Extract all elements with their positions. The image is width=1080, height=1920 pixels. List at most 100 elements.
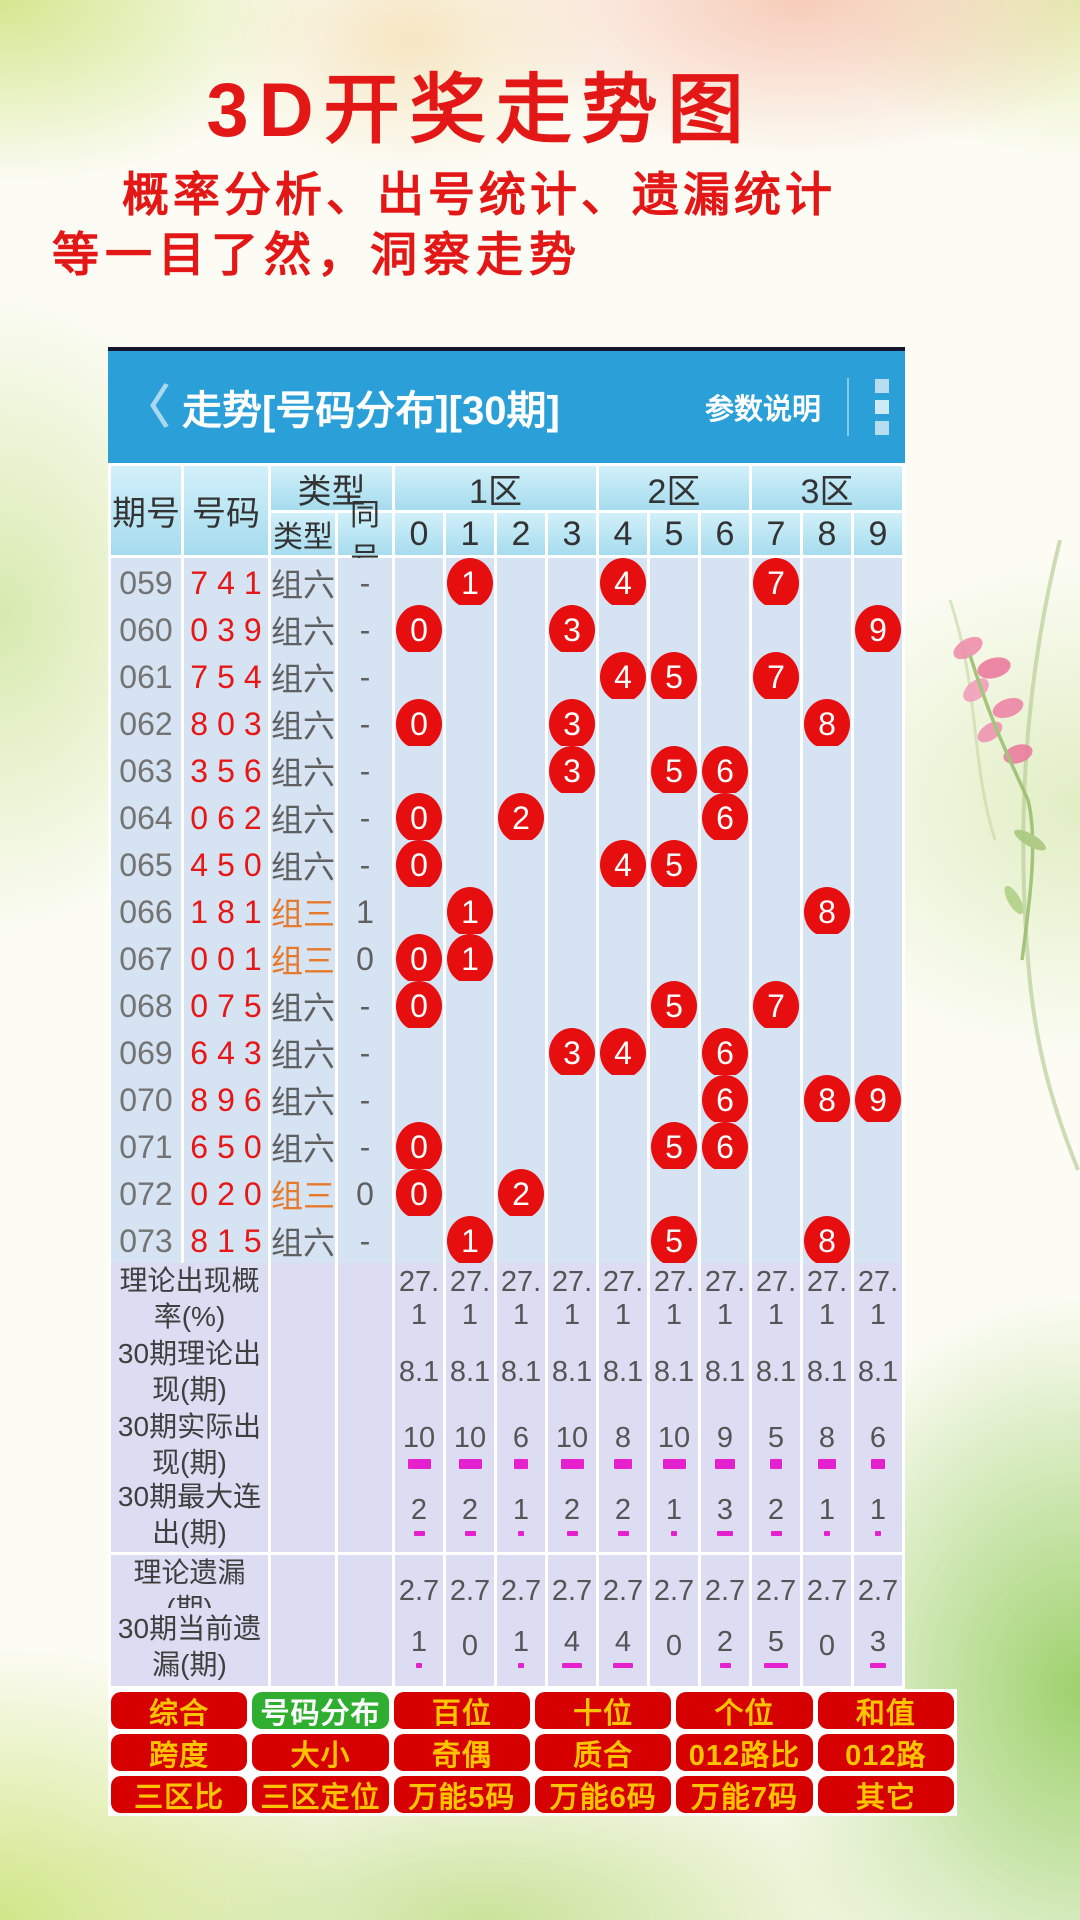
nav-button-质合[interactable]: 质合 — [534, 1734, 672, 1772]
number-cell: 356 — [184, 746, 268, 796]
column-header-digit-3: 3 — [548, 513, 596, 555]
stat-value: 9 — [716, 1422, 734, 1455]
trend-card: 〈 走势[号码分布][30期] 参数说明 期号号码类型1区2区3区类型同号012… — [108, 347, 905, 1689]
nav-button-三区比[interactable]: 三区比 — [111, 1776, 248, 1814]
digit-cell: 9 — [854, 1075, 902, 1125]
digit-cell — [701, 699, 749, 749]
stat-value: 8.1 — [602, 1355, 644, 1388]
digit-cell — [599, 1216, 647, 1266]
digit-cell: 4 — [599, 1028, 647, 1078]
nav-button-三区定位[interactable]: 三区定位 — [252, 1776, 389, 1814]
number-ball: 1 — [447, 1216, 493, 1266]
number-ball: 6 — [702, 1028, 748, 1078]
table-row: 073 815 组六 - 1 5 8 — [111, 1216, 902, 1266]
number-ball: 0 — [396, 934, 442, 984]
stat-bar — [871, 1458, 885, 1469]
nav-button-012路[interactable]: 012路 — [817, 1734, 954, 1772]
number-ball: 0 — [396, 793, 442, 843]
nav-button-万能6码[interactable]: 万能6码 — [534, 1776, 672, 1814]
period-cell: 067 — [111, 934, 181, 984]
nav-button-万能5码[interactable]: 万能5码 — [393, 1776, 530, 1814]
same-cell: - — [338, 746, 392, 796]
stat-label: 30期实际出现(期) — [111, 1409, 268, 1482]
nav-button-奇偶[interactable]: 奇偶 — [393, 1734, 530, 1772]
number-ball: 8 — [804, 1075, 850, 1125]
trend-table: 期号号码类型1区2区3区类型同号0123456789059741组六-14706… — [108, 463, 905, 1689]
digit-cell — [854, 652, 902, 702]
number-value: 896 — [190, 1081, 271, 1118]
digit-cell: 3 — [548, 699, 596, 749]
digit-cell: 7 — [752, 652, 800, 702]
nav-button-综合[interactable]: 综合 — [111, 1692, 248, 1730]
stat-bar — [763, 1662, 789, 1668]
table-row: 063 356 组六 -3 5 6 — [111, 746, 902, 796]
stat-bar — [566, 1530, 578, 1536]
digit-cell — [650, 1028, 698, 1078]
digit-cell — [599, 1122, 647, 1172]
digit-cell — [599, 746, 647, 796]
table-row: 067 001 组三 0 0 1 — [111, 934, 902, 984]
number-value: 650 — [190, 1128, 271, 1165]
period-cell: 068 — [111, 981, 181, 1031]
nav-button-012路比[interactable]: 012路比 — [676, 1734, 813, 1772]
digit-cell — [803, 934, 851, 984]
table-row: 060 039 组六 -0 3 9 — [111, 605, 902, 655]
number-value: 450 — [190, 846, 271, 883]
number-cell: 020 — [184, 1169, 268, 1219]
digit-cell: 4 — [599, 652, 647, 702]
stat-value-cell: 3 — [854, 1608, 902, 1686]
number-ball: 0 — [396, 699, 442, 749]
stat-value-cell: 2 — [446, 1478, 494, 1552]
type-cell: 组六 — [271, 605, 335, 655]
stat-value: 2.7 — [755, 1574, 797, 1607]
nav-button-号码分布[interactable]: 号码分布 — [252, 1692, 389, 1730]
nav-button-十位[interactable]: 十位 — [534, 1692, 672, 1730]
digit-cell — [752, 1122, 800, 1172]
nav-button-百位[interactable]: 百位 — [393, 1692, 530, 1730]
number-ball: 8 — [804, 887, 850, 937]
column-header-digit-7: 7 — [752, 513, 800, 555]
nav-button-其它[interactable]: 其它 — [817, 1776, 954, 1814]
digit-cell — [854, 746, 902, 796]
nav-button-个位[interactable]: 个位 — [676, 1692, 813, 1730]
digit-cell — [599, 699, 647, 749]
digit-cell: 0 — [395, 699, 443, 749]
nav-button-和值[interactable]: 和值 — [817, 1692, 954, 1730]
stat-value: 8.1 — [704, 1355, 746, 1388]
number-cell: 039 — [184, 605, 268, 655]
type-cell: 组三 — [271, 887, 335, 937]
stats-row: 30期最大连出(期) 2 2 1 2 2 1 3 2 1 1 — [111, 1478, 902, 1552]
type-cell: 组六 — [271, 1075, 335, 1125]
digit-cell — [548, 652, 596, 702]
stat-value: 0 — [461, 1630, 479, 1663]
digit-cell — [446, 1028, 494, 1078]
stat-bar — [717, 1530, 733, 1536]
number-cell: 075 — [184, 981, 268, 1031]
digit-cell — [599, 793, 647, 843]
stats-row: 30期理论出现(期) 8.1 8.1 8.1 8.1 8.1 8.1 8.1 8.1 8.1 8.1 — [111, 1336, 902, 1409]
stat-value-cell: 27.1 — [854, 1263, 902, 1336]
params-help-button[interactable]: 参数说明 — [704, 394, 821, 426]
digit-cell — [497, 840, 545, 890]
nav-button-跨度[interactable]: 跨度 — [111, 1734, 248, 1772]
stat-value-cell: 8.1 — [854, 1336, 902, 1409]
column-header-type: 类型 — [271, 513, 335, 555]
digit-cell — [752, 1169, 800, 1219]
nav-button-万能7码[interactable]: 万能7码 — [676, 1776, 813, 1814]
back-icon[interactable]: 〈 — [124, 381, 170, 433]
number-value: 181 — [190, 893, 271, 930]
stat-value: 5 — [767, 1626, 785, 1659]
stat-label: 理论出现概率(%) — [111, 1263, 268, 1336]
digit-cell — [854, 1122, 902, 1172]
overflow-menu-icon[interactable] — [875, 379, 895, 435]
type-cell: 组六 — [271, 1122, 335, 1172]
nav-button-大小[interactable]: 大小 — [252, 1734, 389, 1772]
stat-value-cell: 0 — [650, 1608, 698, 1686]
digit-cell — [650, 699, 698, 749]
digit-cell: 1 — [446, 934, 494, 984]
digit-cell — [701, 934, 749, 984]
same-cell: - — [338, 840, 392, 890]
digit-cell — [548, 558, 596, 608]
number-cell: 650 — [184, 1122, 268, 1172]
digit-cell — [446, 699, 494, 749]
